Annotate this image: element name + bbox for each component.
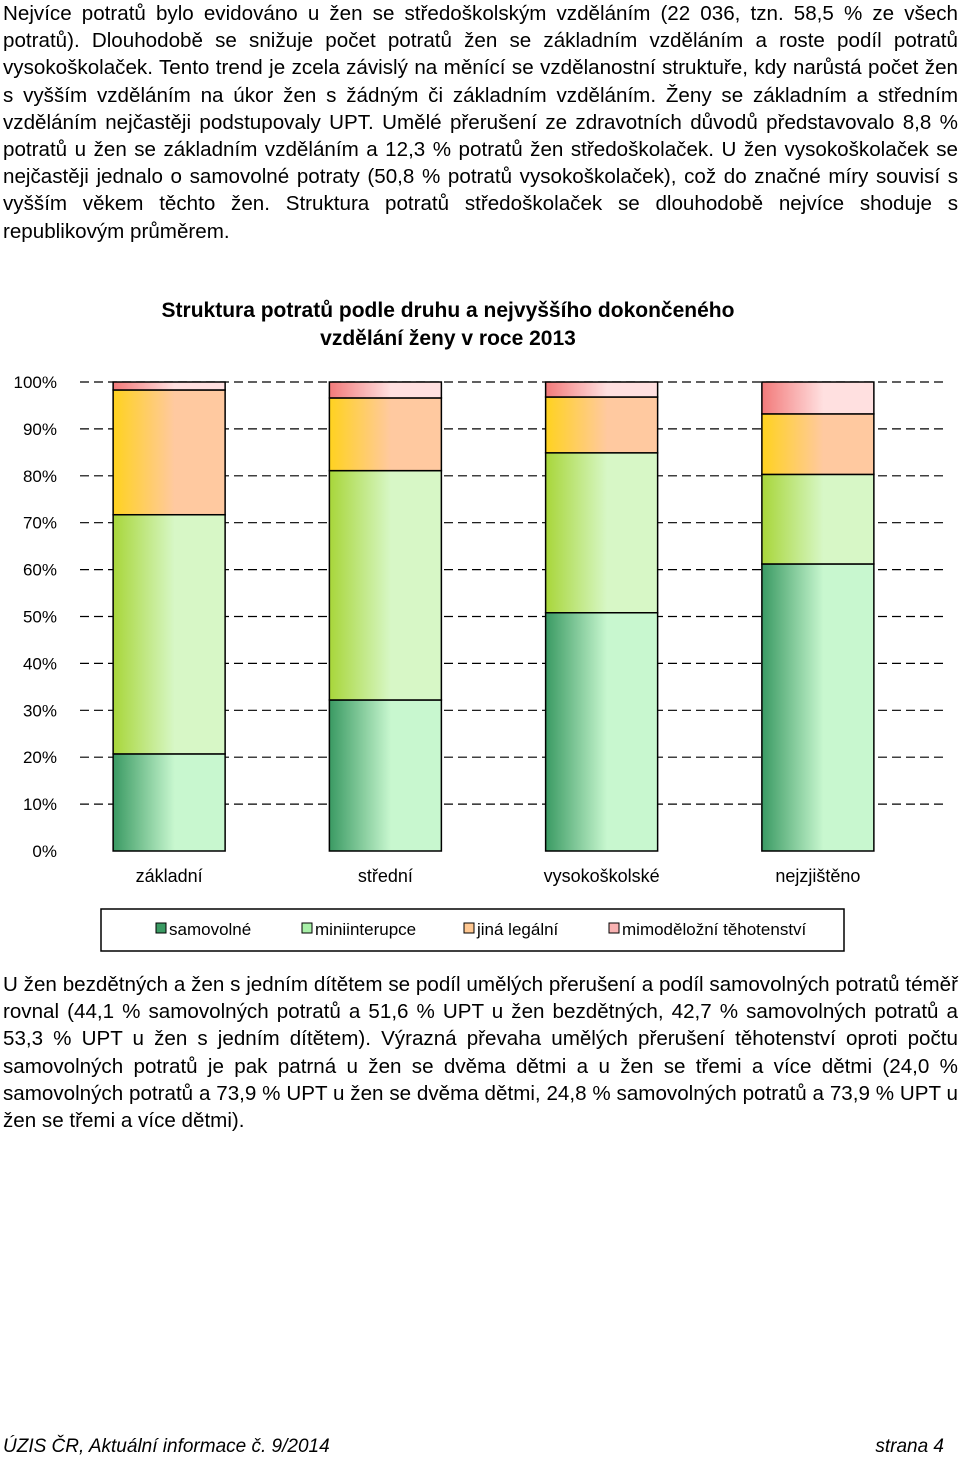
y-tick-label: 70% xyxy=(23,514,57,533)
y-tick-label: 90% xyxy=(23,420,57,439)
bar-segment-3 xyxy=(544,381,659,398)
y-tick-label: 40% xyxy=(23,654,57,673)
x-category-label: základní xyxy=(136,866,203,886)
y-tick-label: 60% xyxy=(23,561,57,580)
chart-canvas: Struktura potratů podle druhu a nejvyšší… xyxy=(14,299,945,952)
bar-segment-3 xyxy=(112,381,226,391)
bar-segment-1 xyxy=(761,473,875,565)
legend-swatch xyxy=(463,922,475,934)
chart-bars xyxy=(112,381,875,852)
bar-segment-1 xyxy=(328,469,443,701)
y-tick-label: 100% xyxy=(14,373,57,392)
footer-page-number: strana 4 xyxy=(875,1436,944,1457)
x-axis-labels: základní střední vysokoškolské nejzjištěno xyxy=(136,866,861,886)
bar-segment-0 xyxy=(544,611,659,852)
legend-swatch xyxy=(155,922,167,934)
bar-segment-0 xyxy=(761,563,875,852)
y-tick-label: 30% xyxy=(23,701,57,720)
bar-segment-2 xyxy=(544,396,659,454)
bar-segment-3 xyxy=(761,381,875,415)
bar-segment-2 xyxy=(112,389,226,516)
bar-segment-2 xyxy=(328,397,443,472)
bar-segment-3 xyxy=(328,381,443,399)
x-category-label: nejzjištěno xyxy=(775,866,860,886)
y-tick-label: 50% xyxy=(23,608,57,627)
chart-title-line: vzdělání ženy v roce 2013 xyxy=(320,327,576,350)
y-tick-label: 20% xyxy=(23,748,57,767)
bar-segment-0 xyxy=(112,753,226,852)
y-axis-ticks: 0% 10% 20% 30% 40% 50% 60% 70% 80% 90% 100% xyxy=(14,373,57,861)
chart-title-line: Struktura potratů podle druhu a nejvyšší… xyxy=(162,299,735,322)
bar-segment-2 xyxy=(761,413,875,476)
bar-segment-0 xyxy=(328,699,443,852)
legend-entry-label: mimoděložní těhotenství xyxy=(622,920,807,939)
x-category-label: střední xyxy=(358,866,413,886)
legend-entry-label: jiná legální xyxy=(476,920,559,939)
y-tick-label: 0% xyxy=(32,842,57,861)
parity-paragraph: U žen bezdětných a žen s jedním dítětem … xyxy=(3,973,958,1133)
footer-source: ÚZIS ČR, Aktuální informace č. 9/2014 xyxy=(3,1436,330,1457)
legend-swatch xyxy=(301,922,313,934)
legend-swatch xyxy=(608,922,620,934)
bar-segment-1 xyxy=(112,513,226,755)
legend-entry-label: samovolné xyxy=(169,920,251,939)
y-tick-label: 80% xyxy=(23,467,57,486)
stacked-bar-chart: Struktura potratů podle druhu a nejvyšší… xyxy=(0,282,960,962)
bar-segment-1 xyxy=(544,452,659,614)
chart-legend: samovolné miniinterupce jiná legální mimodě… xyxy=(100,908,845,952)
y-tick-label: 10% xyxy=(23,795,57,814)
legend-entry-label: miniinterupce xyxy=(315,920,416,939)
chart-title: Struktura potratů podle druhu a nejvyšší… xyxy=(162,299,735,350)
intro-paragraph: Nejvíce potratů bylo evidováno u žen se … xyxy=(3,2,958,243)
x-category-label: vysokoškolské xyxy=(544,866,660,886)
